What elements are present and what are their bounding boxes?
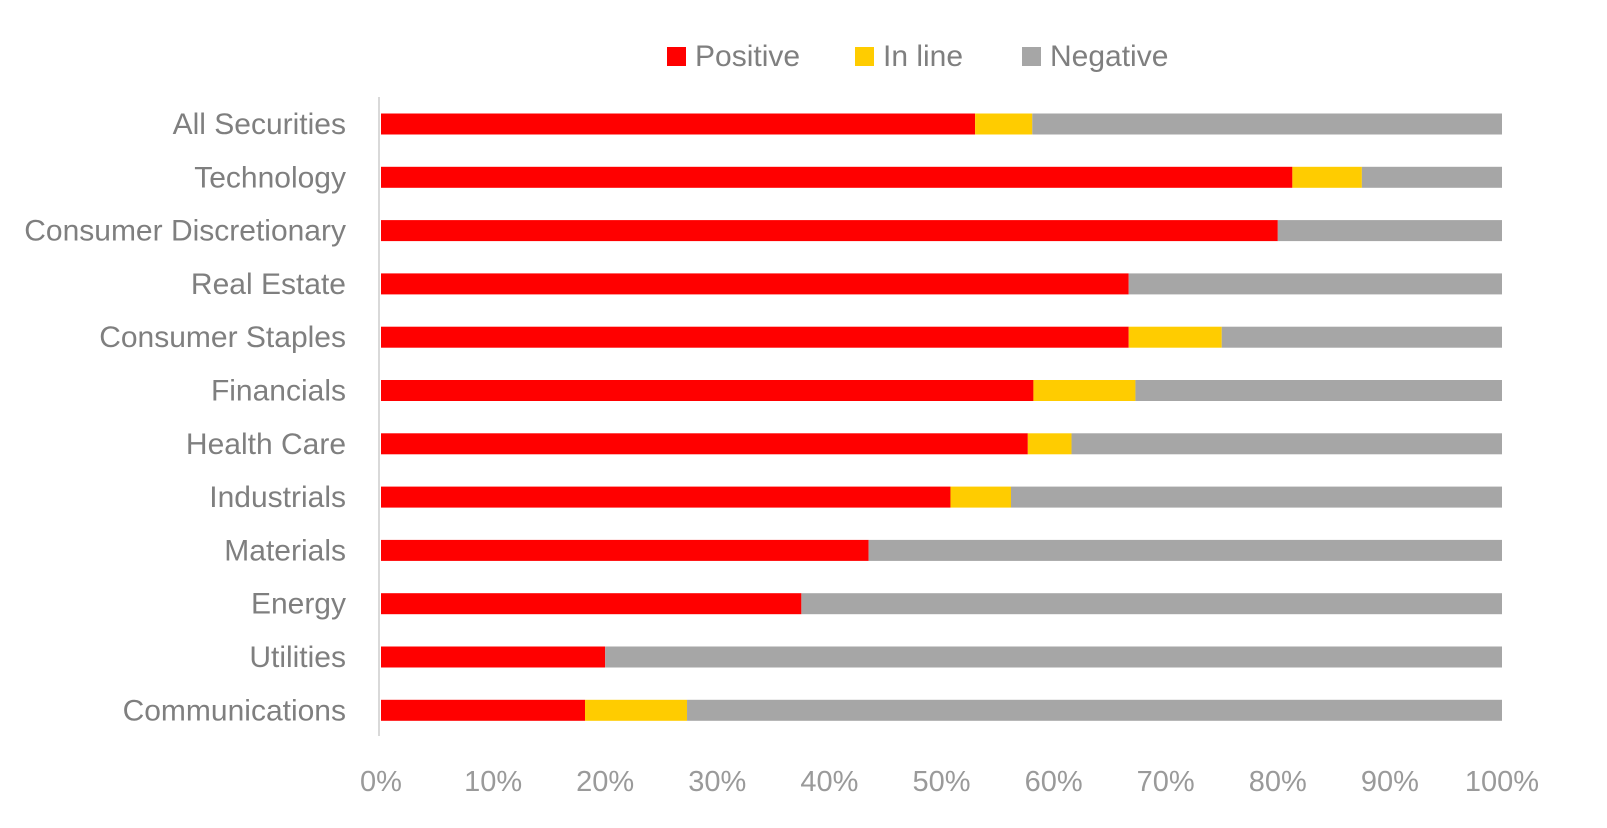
bar-positive-industrials [381,486,951,508]
category-label-technology: Technology [194,161,346,194]
bar-positive-real-estate [381,273,1129,295]
x-tick-20pct: 20% [576,766,634,798]
bar-positive-materials [381,539,869,561]
legend: Positive In line Negative [667,40,1168,73]
bar-row-health-care [381,433,1502,455]
bar-row-consumer-staples [381,326,1502,348]
bar-row-communications [381,699,1502,721]
x-tick-10pct: 10% [464,766,522,798]
x-tick-80pct: 80% [1249,766,1307,798]
bar-in-line-industrials [950,486,1012,508]
bar-negative-communications [687,699,1502,721]
bar-positive-consumer-staples [381,326,1129,348]
bar-row-industrials [381,486,1502,508]
legend-item-negative: Negative [1022,40,1168,73]
bar-row-consumer-discretionary [381,220,1502,242]
bar-positive-all-securities [381,113,976,135]
bars [381,113,1502,721]
bar-row-all-securities [381,113,1502,135]
category-label-all-securities: All Securities [173,108,346,141]
bar-row-utilities [381,646,1502,668]
category-label-consumer-staples: Consumer Staples [99,321,346,354]
x-tick-90pct: 90% [1361,766,1419,798]
bar-negative-consumer-staples [1221,326,1502,348]
bar-positive-financials [381,380,1034,401]
bar-positive-utilities [381,646,606,668]
bar-negative-industrials [1011,486,1502,508]
x-tick-60pct: 60% [1025,766,1083,798]
bar-negative-utilities [605,646,1502,668]
bar-negative-real-estate [1128,273,1502,295]
legend-label-negative: Negative [1050,40,1168,73]
legend-label-positive: Positive [695,40,800,73]
category-label-energy: Energy [251,588,346,621]
bar-negative-consumer-discretionary [1277,220,1502,242]
bar-positive-technology [381,166,1293,188]
bar-row-technology [381,166,1502,188]
legend-item-positive: Positive [667,40,800,73]
bar-row-energy [381,593,1502,615]
legend-item-in-line: In line [855,40,963,73]
bar-positive-energy [381,593,802,615]
bar-row-materials [381,539,1502,561]
bar-positive-health-care [381,433,1028,455]
legend-swatch-positive [667,47,686,66]
bar-negative-materials [868,539,1502,561]
category-labels: All Securities Technology Consumer Discret… [24,108,346,727]
bar-in-line-all-securities [975,113,1033,135]
x-tick-40pct: 40% [800,766,858,798]
bar-in-line-technology [1292,166,1362,188]
category-label-communications: Communications [123,694,346,727]
bar-negative-energy [801,593,1502,615]
bar-in-line-communications [585,699,688,721]
bar-negative-financials [1135,380,1502,401]
bar-in-line-financials [1033,380,1136,401]
category-label-utilities: Utilities [249,641,346,674]
x-tick-50pct: 50% [912,766,970,798]
legend-label-in-line: In line [883,40,963,73]
category-label-materials: Materials [224,534,346,567]
category-label-financials: Financials [211,375,346,408]
bar-positive-consumer-discretionary [381,220,1278,242]
x-tick-30pct: 30% [688,766,746,798]
bar-row-financials [381,380,1502,401]
bar-in-line-health-care [1027,433,1072,455]
category-label-real-estate: Real Estate [191,268,346,301]
category-label-health-care: Health Care [186,428,346,461]
x-tick-0pct: 0% [360,766,402,798]
legend-swatch-in-line [855,47,874,66]
x-tick-70pct: 70% [1137,766,1195,798]
legend-swatch-negative [1022,47,1041,66]
category-label-industrials: Industrials [209,481,346,514]
bar-positive-communications [381,699,586,721]
x-tick-labels: 0% 10% 20% 30% 40% 50% 60% 70% 80% 90% 100% [360,766,1539,798]
bar-in-line-consumer-staples [1128,326,1222,348]
bar-negative-health-care [1071,433,1502,455]
x-tick-100pct: 100% [1465,766,1539,798]
bar-row-real-estate [381,273,1502,295]
bar-negative-technology [1361,166,1502,188]
category-label-consumer-discretionary: Consumer Discretionary [24,215,346,248]
bar-negative-all-securities [1032,113,1502,135]
